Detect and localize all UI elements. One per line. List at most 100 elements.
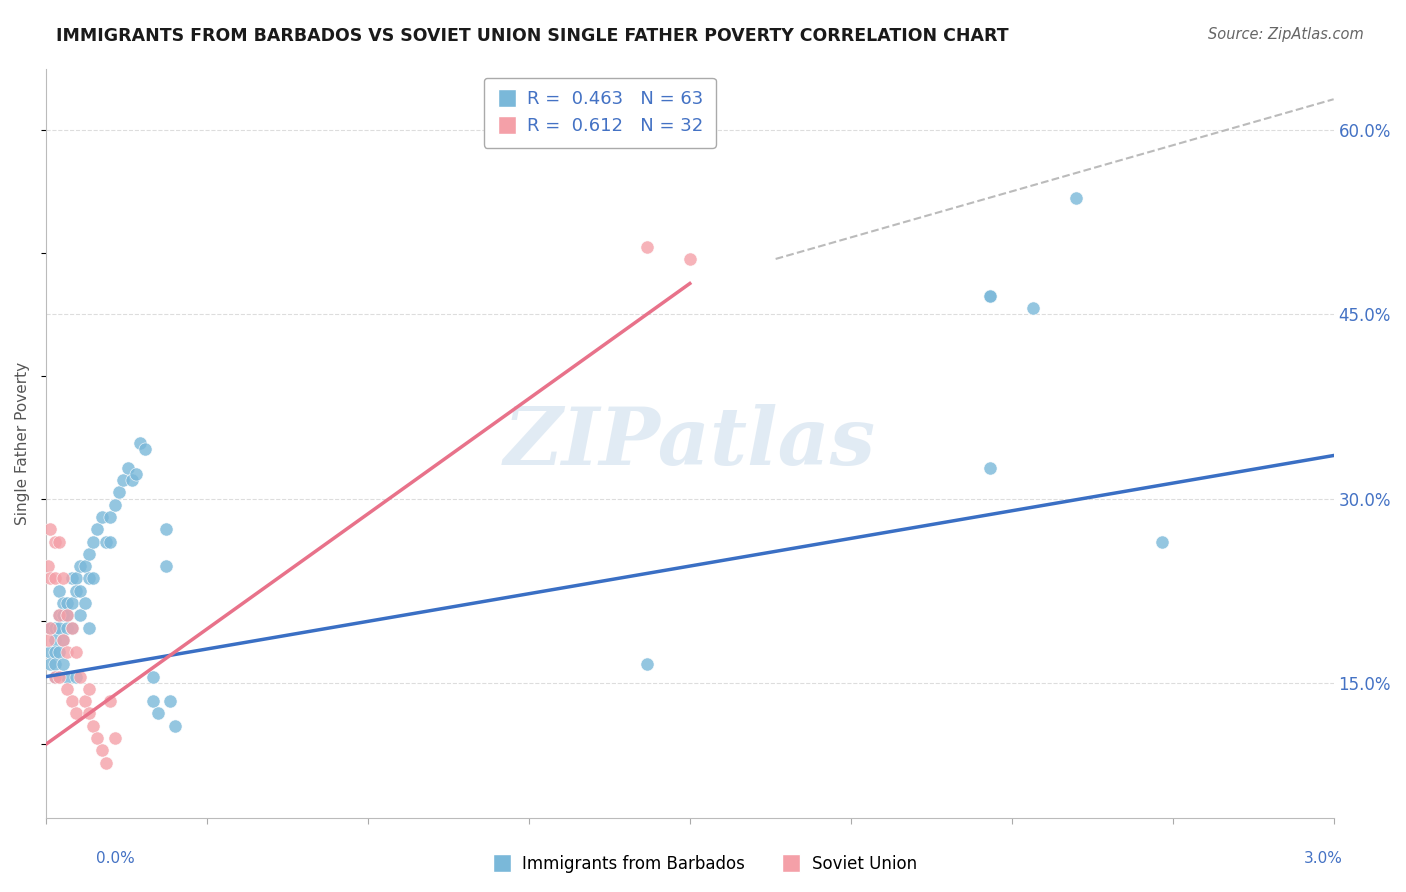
Text: IMMIGRANTS FROM BARBADOS VS SOVIET UNION SINGLE FATHER POVERTY CORRELATION CHART: IMMIGRANTS FROM BARBADOS VS SOVIET UNION…	[56, 27, 1010, 45]
Point	[77, 620, 100, 634]
Point	[52, 596, 75, 610]
Point	[155, 559, 177, 574]
Point	[90, 510, 112, 524]
Point	[1022, 301, 1045, 315]
Point	[94, 756, 117, 770]
Point	[73, 694, 96, 708]
Point	[121, 473, 143, 487]
Point	[69, 559, 91, 574]
Point	[60, 694, 83, 708]
Text: Source: ZipAtlas.com: Source: ZipAtlas.com	[1208, 27, 1364, 42]
Point	[129, 436, 152, 450]
Point	[163, 719, 186, 733]
Point	[65, 583, 87, 598]
Point	[44, 534, 66, 549]
Point	[73, 559, 96, 574]
Point	[39, 620, 62, 634]
Point	[52, 608, 75, 623]
Point	[134, 442, 156, 457]
Point	[52, 632, 75, 647]
Point	[77, 571, 100, 585]
Point	[90, 743, 112, 757]
Point	[125, 467, 148, 481]
Point	[56, 681, 79, 696]
Point	[146, 706, 169, 721]
Point	[159, 694, 181, 708]
Point	[60, 596, 83, 610]
Point	[39, 620, 62, 634]
Text: 3.0%: 3.0%	[1303, 851, 1343, 865]
Point	[155, 522, 177, 536]
Point	[94, 534, 117, 549]
Point	[108, 485, 131, 500]
Point	[82, 571, 104, 585]
Point	[142, 670, 165, 684]
Point	[56, 670, 79, 684]
Point	[56, 620, 79, 634]
Point	[65, 571, 87, 585]
Point	[48, 620, 70, 634]
Point	[77, 706, 100, 721]
Point	[82, 534, 104, 549]
Point	[104, 731, 127, 745]
Point	[679, 252, 702, 266]
Point	[142, 694, 165, 708]
Point	[77, 547, 100, 561]
Text: 0.0%: 0.0%	[96, 851, 135, 865]
Point	[65, 645, 87, 659]
Point	[39, 571, 62, 585]
Point	[56, 596, 79, 610]
Point	[979, 289, 1001, 303]
Point	[52, 632, 75, 647]
Point	[98, 694, 121, 708]
Point	[979, 460, 1001, 475]
Point	[44, 670, 66, 684]
Point	[77, 681, 100, 696]
Point	[82, 719, 104, 733]
Point	[86, 731, 108, 745]
Point	[39, 657, 62, 672]
Point	[65, 670, 87, 684]
Point	[37, 559, 59, 574]
Point	[37, 632, 59, 647]
Point	[48, 608, 70, 623]
Point	[112, 473, 135, 487]
Point	[117, 460, 139, 475]
Point	[44, 620, 66, 634]
Point	[48, 583, 70, 598]
Point	[60, 620, 83, 634]
Point	[56, 608, 79, 623]
Text: ZIPatlas: ZIPatlas	[503, 404, 876, 482]
Point	[56, 645, 79, 659]
Y-axis label: Single Father Poverty: Single Father Poverty	[15, 361, 30, 524]
Point	[56, 608, 79, 623]
Point	[52, 571, 75, 585]
Point	[44, 571, 66, 585]
Point	[48, 645, 70, 659]
Point	[48, 608, 70, 623]
Point	[636, 240, 658, 254]
Point	[60, 571, 83, 585]
Point	[52, 657, 75, 672]
Point	[69, 670, 91, 684]
Point	[104, 498, 127, 512]
Point	[48, 670, 70, 684]
Point	[98, 534, 121, 549]
Point	[69, 608, 91, 623]
Point	[60, 620, 83, 634]
Point	[44, 657, 66, 672]
Point	[1150, 534, 1173, 549]
Point	[69, 583, 91, 598]
Point	[979, 289, 1001, 303]
Point	[636, 657, 658, 672]
Point	[39, 522, 62, 536]
Point	[44, 670, 66, 684]
Point	[86, 522, 108, 536]
Legend: R =  0.463   N = 63, R =  0.612   N = 32: R = 0.463 N = 63, R = 0.612 N = 32	[484, 78, 716, 148]
Point	[73, 596, 96, 610]
Point	[65, 706, 87, 721]
Point	[44, 645, 66, 659]
Legend: Immigrants from Barbados, Soviet Union: Immigrants from Barbados, Soviet Union	[482, 848, 924, 880]
Point	[48, 534, 70, 549]
Point	[44, 632, 66, 647]
